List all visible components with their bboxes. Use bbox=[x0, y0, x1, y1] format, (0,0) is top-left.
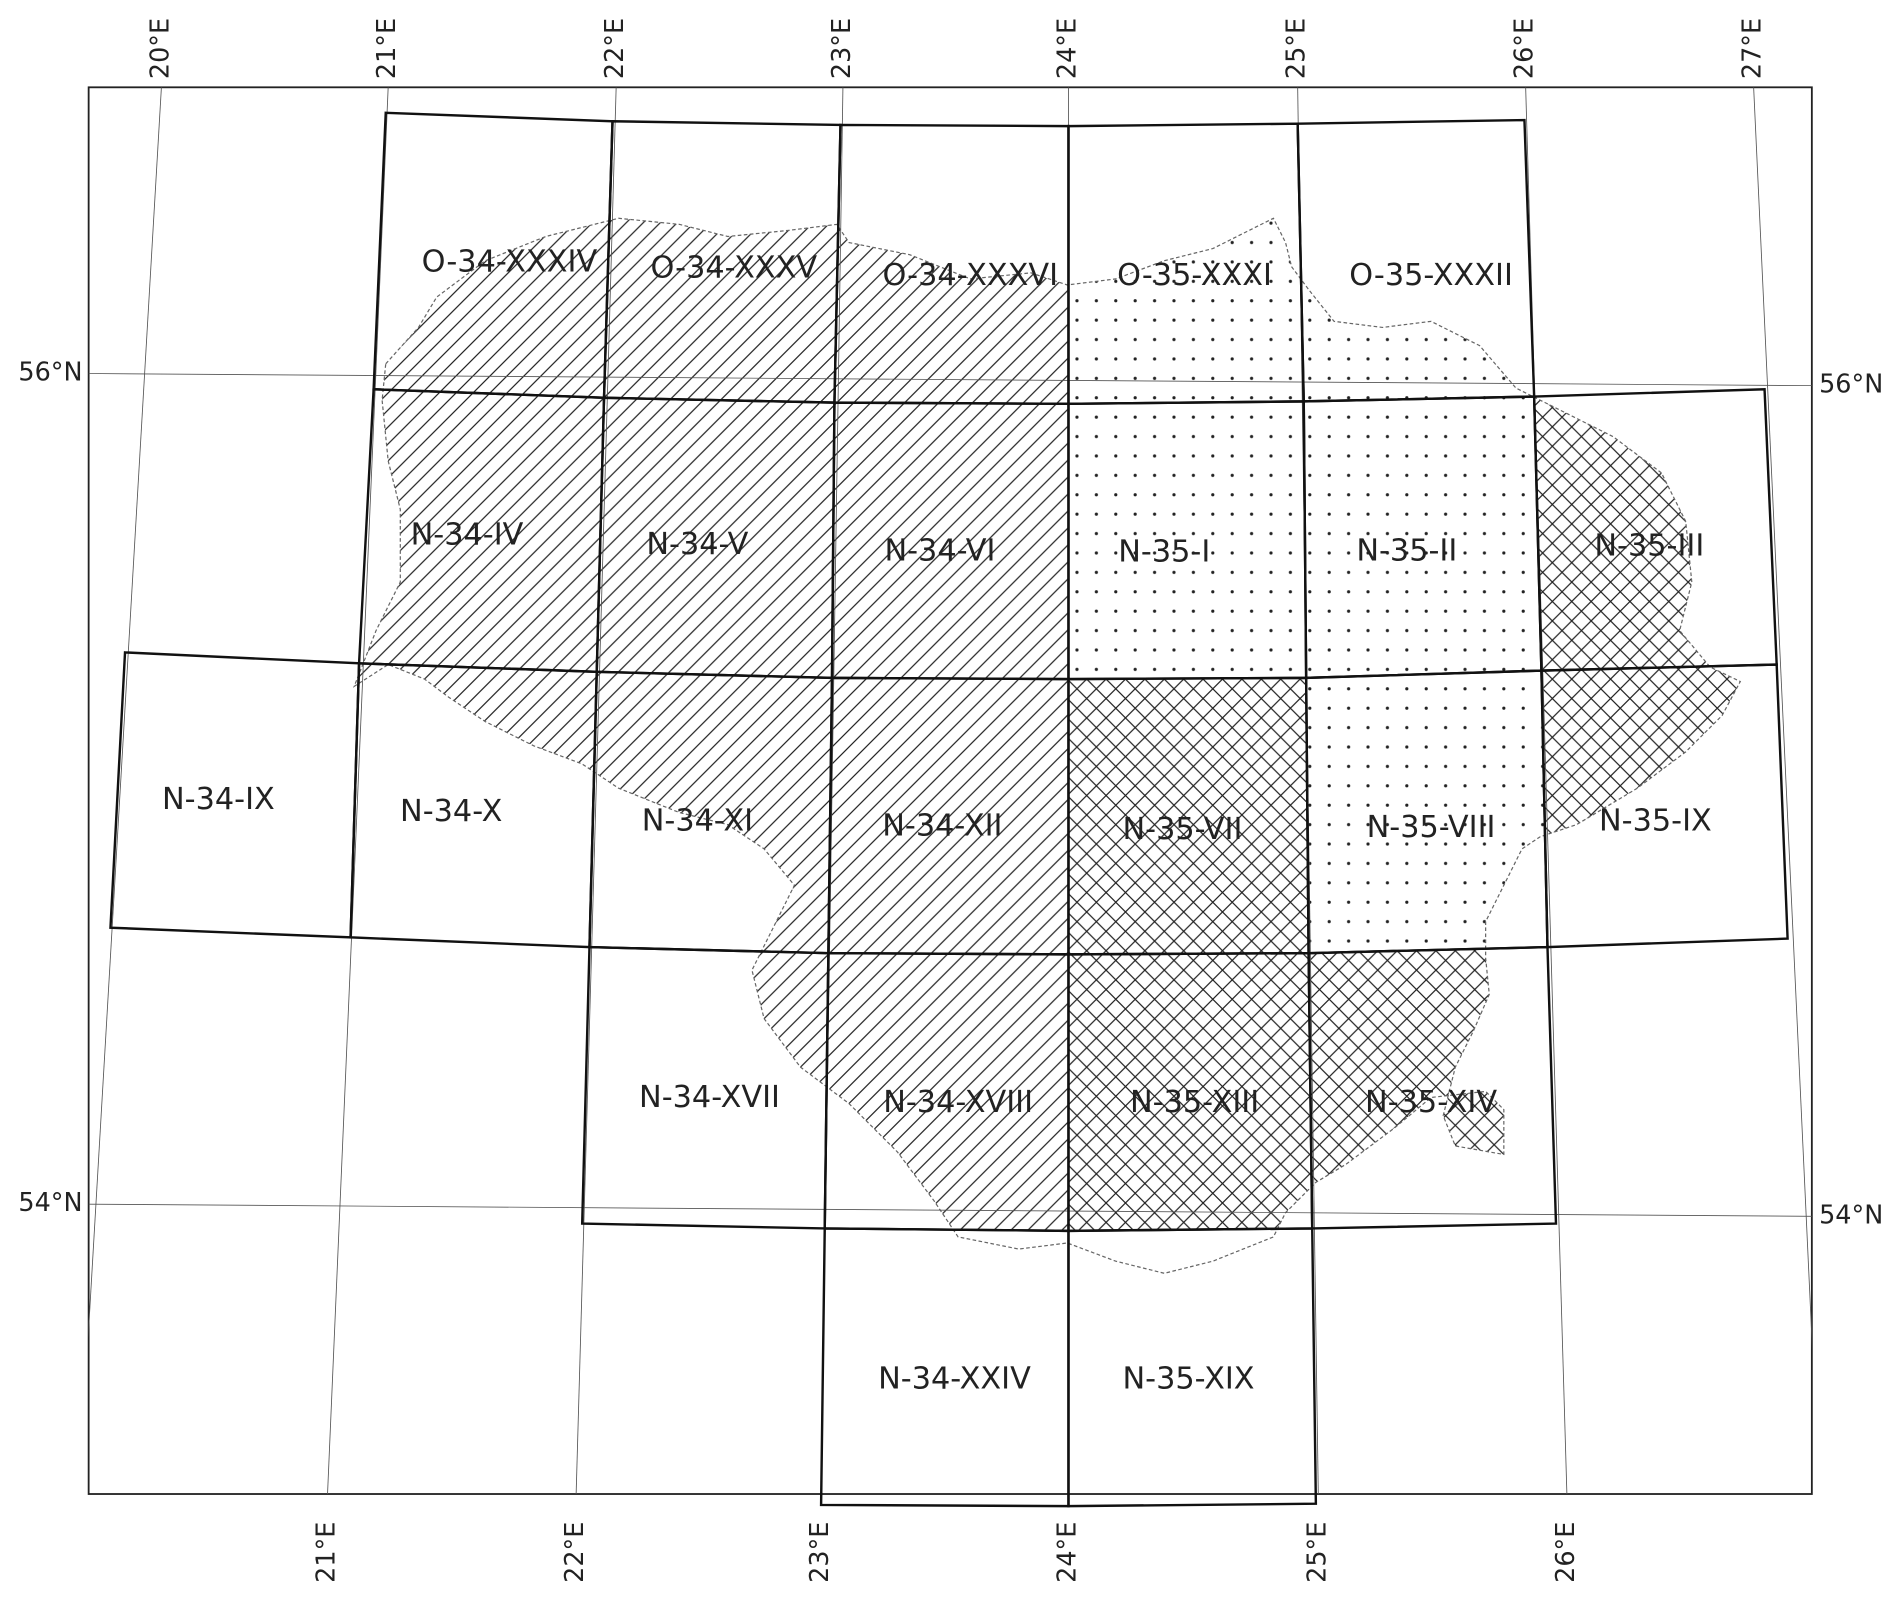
sheet-hatch bbox=[1068, 218, 1304, 404]
sheet-hatch bbox=[1068, 953, 1313, 1231]
meridian bbox=[327, 87, 389, 1495]
sheet-hatch bbox=[604, 218, 841, 403]
labels: 20°E 21°E 22°E 23°E 24°E 25°E 26°E 27°E 21°E 22°E… bbox=[18, 18, 1883, 1583]
sheet-hatch bbox=[1306, 670, 1548, 954]
sheet-border bbox=[1540, 663, 1789, 949]
sheet-hatch bbox=[1303, 396, 1542, 678]
sheet-hatch bbox=[832, 402, 1069, 680]
sheet-border bbox=[1307, 945, 1558, 1230]
parallel bbox=[88, 1203, 1812, 1217]
sheet-label: N-35-VII bbox=[1123, 812, 1243, 847]
sheet-label: O-34-XXXV bbox=[650, 251, 817, 286]
sheet-label: N-34-XI bbox=[642, 804, 753, 839]
sheet-label: N-35-XIV bbox=[1365, 1085, 1497, 1120]
sheet-label: N-35-I bbox=[1118, 534, 1210, 569]
sheet-label: N-35-II bbox=[1356, 533, 1457, 568]
bottom-longitude-label: 21°E bbox=[312, 1522, 342, 1583]
sheet-label: N-34-XVII bbox=[639, 1080, 780, 1115]
sheet-label: O-35-XXXI bbox=[1117, 258, 1272, 293]
sheet-label: N-35-IX bbox=[1599, 804, 1712, 839]
sheet-label: N-35-XIX bbox=[1123, 1362, 1255, 1397]
sheet-label: N-34-V bbox=[646, 527, 748, 562]
bottom-longitude-label: 22°E bbox=[560, 1522, 590, 1583]
sheet-hatch bbox=[596, 397, 835, 678]
sheet-label: N-34-XII bbox=[882, 809, 1002, 844]
sheet-label: N-34-IV bbox=[411, 518, 524, 553]
sheet-label: O-34-XXXVI bbox=[882, 258, 1058, 293]
top-longitude-label: 23°E bbox=[827, 18, 857, 79]
meridian bbox=[88, 87, 162, 1336]
sheet-hatch bbox=[1068, 677, 1309, 955]
sheet-grid bbox=[109, 111, 1789, 1508]
parallel bbox=[88, 373, 1812, 387]
bottom-longitude-label: 26°E bbox=[1551, 1522, 1581, 1583]
top-longitude-label: 22°E bbox=[600, 18, 630, 79]
sheet-hatch bbox=[359, 389, 605, 672]
bottom-longitude-label: 25°E bbox=[1302, 1522, 1332, 1583]
sheet-label: O-35-XXXII bbox=[1349, 258, 1513, 293]
bottom-longitude-label: 24°E bbox=[1052, 1522, 1082, 1583]
meridian bbox=[575, 87, 617, 1495]
sheet-label: N-34-X bbox=[400, 794, 502, 829]
sheet-label: N-34-XXIV bbox=[878, 1362, 1031, 1397]
bottom-longitude-label: 23°E bbox=[805, 1522, 835, 1583]
country-outline bbox=[352, 217, 1742, 1274]
top-longitude-label: 20°E bbox=[145, 18, 175, 79]
top-longitude-label: 26°E bbox=[1510, 18, 1540, 79]
left-latitude-label: 54°N bbox=[18, 1188, 82, 1218]
sheet-border bbox=[1067, 1227, 1318, 1508]
sheet-label: N-34-VI bbox=[884, 533, 995, 568]
sheet-label: N-34-IX bbox=[162, 782, 275, 817]
top-longitude-label: 27°E bbox=[1738, 18, 1768, 79]
top-longitude-label: 25°E bbox=[1282, 18, 1312, 79]
sheet-label: N-35-III bbox=[1594, 528, 1704, 563]
sheet-hatch bbox=[828, 677, 1069, 955]
top-longitude-label: 24°E bbox=[1052, 18, 1082, 79]
sheet-label: N-34-XVIII bbox=[883, 1085, 1033, 1120]
right-latitude-label: 56°N bbox=[1819, 370, 1883, 400]
top-longitude-label: 21°E bbox=[372, 18, 402, 79]
left-latitude-label: 56°N bbox=[18, 358, 82, 388]
sheet-label: N-35-XIII bbox=[1130, 1085, 1259, 1120]
sheet-hatch bbox=[1068, 401, 1307, 680]
right-latitude-label: 54°N bbox=[1819, 1200, 1883, 1230]
sheet-label: O-34-XXXIV bbox=[422, 245, 598, 280]
meridian bbox=[1753, 87, 1812, 1347]
sheet-label: N-35-VIII bbox=[1367, 810, 1496, 845]
